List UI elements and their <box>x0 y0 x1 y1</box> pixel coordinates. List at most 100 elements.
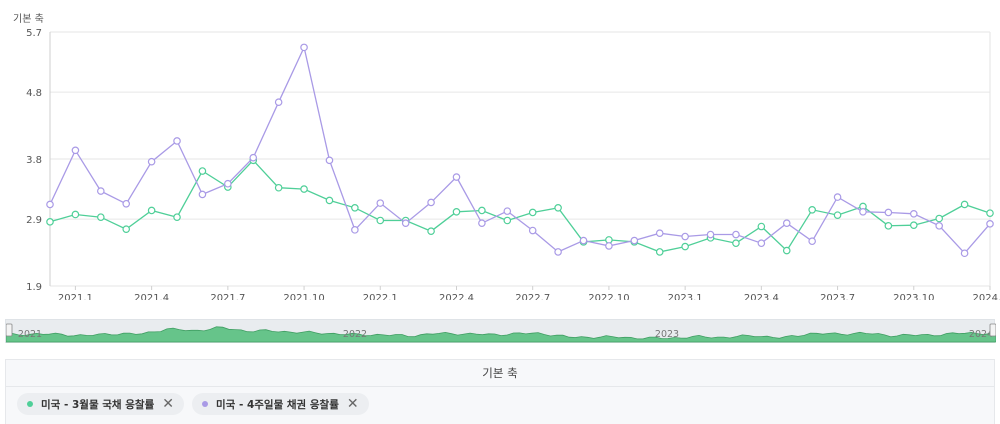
series-2-point[interactable] <box>706 230 715 239</box>
series-2-point[interactable] <box>808 237 816 246</box>
series-2-point[interactable] <box>325 156 334 165</box>
legend-chip-series-2[interactable]: 미국 - 4주일물 채권 응찰률 ✕ <box>191 393 369 415</box>
series-2-point[interactable] <box>833 193 842 201</box>
series-2-point[interactable] <box>681 232 689 241</box>
series-2-point[interactable] <box>909 210 918 218</box>
navigator-year-label: 2022 <box>343 329 367 340</box>
series-1-point[interactable] <box>986 209 994 217</box>
series-2-point[interactable] <box>757 239 766 248</box>
series-1-point[interactable] <box>503 216 512 225</box>
series-2-point[interactable] <box>46 200 54 209</box>
series-2-point[interactable] <box>960 249 969 258</box>
axis-title: 기본 축 <box>13 14 44 25</box>
series-1-point[interactable] <box>884 222 893 230</box>
series-2-point[interactable] <box>884 208 893 217</box>
legend-chip-series-1[interactable]: 미국 - 3월물 국채 응찰률 ✕ <box>17 393 184 415</box>
series-2-point[interactable] <box>478 219 486 227</box>
x-tick-label: 2023.7 <box>820 293 855 300</box>
series-1-point[interactable] <box>909 221 918 229</box>
series-line-1 <box>49 159 991 253</box>
series-2-point[interactable] <box>859 208 867 216</box>
series-1-point[interactable] <box>173 213 181 221</box>
series-1-point[interactable] <box>46 218 54 226</box>
navigator-start-handle[interactable] <box>6 323 13 337</box>
series-1-point[interactable] <box>808 206 816 214</box>
series-1-point[interactable] <box>351 203 359 212</box>
series-1-point[interactable] <box>655 248 664 256</box>
series-2-point[interactable] <box>630 236 639 245</box>
navigator-area-chart[interactable]: 2021 2022 2023 2024 <box>6 320 996 344</box>
series-2-point[interactable] <box>401 219 410 227</box>
series-2-point[interactable] <box>71 146 80 155</box>
series-2-point[interactable] <box>97 187 105 195</box>
series-2-point[interactable] <box>655 229 664 237</box>
y-tick-label: 2.9 <box>26 215 42 226</box>
range-navigator[interactable]: 2021 2022 2023 2024 <box>5 319 996 344</box>
series-1-point[interactable] <box>325 196 334 205</box>
series-2-point[interactable] <box>452 173 461 181</box>
x-tick-label: 2022.1 <box>363 293 398 300</box>
series-1-point[interactable] <box>960 200 969 209</box>
series-2-point[interactable] <box>605 242 613 250</box>
series-1-point[interactable] <box>300 185 308 193</box>
chart-area: 기본 축 1.9 2.9 3.8 4.8 5.7 2021.1 2021.4 2021.7 20… <box>0 0 1000 300</box>
x-tick-label: 2022.4 <box>439 293 474 300</box>
series-1-point[interactable] <box>198 167 207 175</box>
series-1-point[interactable] <box>427 227 435 235</box>
series-1-point[interactable] <box>376 216 385 225</box>
series-1-point[interactable] <box>732 239 740 248</box>
series-2-point[interactable] <box>147 157 156 166</box>
series-2-point[interactable] <box>224 179 232 188</box>
series-1-point[interactable] <box>554 203 562 212</box>
series-2-point[interactable] <box>732 230 740 239</box>
series-1-point[interactable] <box>122 225 131 233</box>
series-1-point[interactable] <box>274 183 283 192</box>
series-2-point[interactable] <box>376 199 385 207</box>
series-2-point[interactable] <box>554 248 562 256</box>
legend-label-series-1: 미국 - 3월물 국채 응찰률 <box>41 398 155 411</box>
navigator-area <box>6 326 996 343</box>
series-1-point[interactable] <box>71 210 80 219</box>
series-2-point[interactable] <box>173 137 181 145</box>
x-tick-label: 2023.4 <box>744 293 779 300</box>
navigator-year-label: 2021 <box>18 329 42 340</box>
series-2-point[interactable] <box>274 98 283 106</box>
series-1-point[interactable] <box>782 246 791 255</box>
line-chart[interactable]: 1.9 2.9 3.8 4.8 5.7 2021.1 2021.4 2021.7 2021.10… <box>0 0 1000 300</box>
remove-series-2-icon[interactable]: ✕ <box>346 396 359 412</box>
remove-series-1-icon[interactable]: ✕ <box>162 396 174 412</box>
series-2-point[interactable] <box>986 220 994 228</box>
series-1-dot-icon <box>27 401 33 407</box>
x-tick-label: 2021.1 <box>58 293 93 300</box>
legend-label-series-2: 미국 - 4주일물 채권 응찰률 <box>215 398 339 411</box>
series-2-point[interactable] <box>579 236 588 245</box>
series-2-dot-icon <box>201 401 208 407</box>
series-1-point[interactable] <box>97 213 105 221</box>
series-2-point[interactable] <box>122 199 131 208</box>
series-line-2 <box>49 45 991 255</box>
series-2-point[interactable] <box>198 190 207 199</box>
series-1-point[interactable] <box>478 206 486 215</box>
x-tick-label: 2023.10 <box>893 293 934 300</box>
series-1-point[interactable] <box>528 208 537 217</box>
series-2-point[interactable] <box>782 219 791 227</box>
series-1-point[interactable] <box>681 242 689 251</box>
y-tick-label: 3.8 <box>26 155 42 166</box>
y-tick-label: 1.9 <box>26 282 42 293</box>
series-1-point[interactable] <box>147 206 156 215</box>
series-1-point[interactable] <box>935 214 943 223</box>
series-2-point[interactable] <box>249 153 258 162</box>
series-2-point[interactable] <box>528 226 537 235</box>
navigator-end-handle[interactable] <box>989 323 996 337</box>
series-1-point[interactable] <box>833 211 842 219</box>
y-tick-label: 4.8 <box>26 88 42 99</box>
series-2-point[interactable] <box>935 222 943 230</box>
series-1-point[interactable] <box>452 208 461 216</box>
series-2-point[interactable] <box>503 207 512 215</box>
x-tick-label: 2022.7 <box>515 293 550 300</box>
series-2-point[interactable] <box>427 198 435 207</box>
navigator-year-label: 2023 <box>655 329 679 340</box>
series-2-point[interactable] <box>351 226 359 234</box>
series-2-point[interactable] <box>300 43 308 52</box>
series-1-point[interactable] <box>757 222 766 231</box>
